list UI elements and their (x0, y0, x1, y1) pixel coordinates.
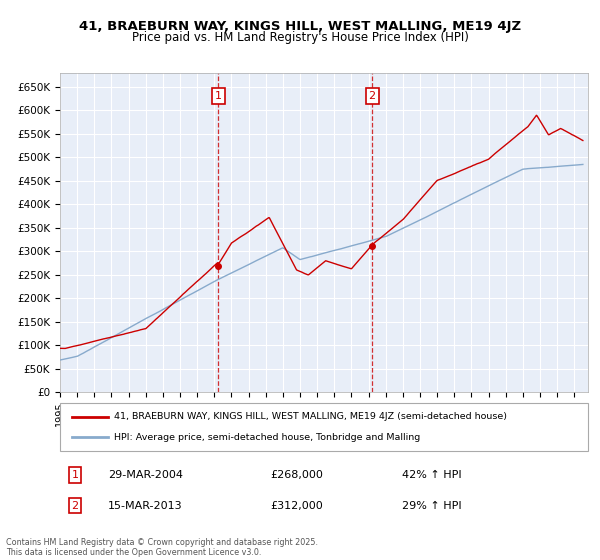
Text: 41, BRAEBURN WAY, KINGS HILL, WEST MALLING, ME19 4JZ (semi-detached house): 41, BRAEBURN WAY, KINGS HILL, WEST MALLI… (114, 412, 507, 421)
Text: HPI: Average price, semi-detached house, Tonbridge and Malling: HPI: Average price, semi-detached house,… (114, 433, 420, 442)
Text: 29% ↑ HPI: 29% ↑ HPI (402, 501, 461, 511)
Text: Contains HM Land Registry data © Crown copyright and database right 2025.
This d: Contains HM Land Registry data © Crown c… (6, 538, 318, 557)
Text: 1: 1 (215, 91, 222, 101)
Text: £312,000: £312,000 (270, 501, 323, 511)
Text: 2: 2 (71, 501, 79, 511)
Text: 41, BRAEBURN WAY, KINGS HILL, WEST MALLING, ME19 4JZ: 41, BRAEBURN WAY, KINGS HILL, WEST MALLI… (79, 20, 521, 32)
Text: Price paid vs. HM Land Registry's House Price Index (HPI): Price paid vs. HM Land Registry's House … (131, 31, 469, 44)
Text: 1: 1 (71, 470, 79, 480)
Text: 29-MAR-2004: 29-MAR-2004 (108, 470, 183, 480)
Text: £268,000: £268,000 (270, 470, 323, 480)
Text: 15-MAR-2013: 15-MAR-2013 (108, 501, 182, 511)
Text: 42% ↑ HPI: 42% ↑ HPI (402, 470, 461, 480)
Text: 2: 2 (368, 91, 376, 101)
